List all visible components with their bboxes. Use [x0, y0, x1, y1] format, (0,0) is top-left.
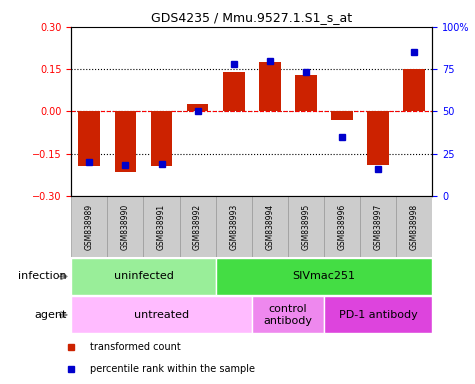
Bar	[252, 196, 288, 257]
Bar	[187, 104, 209, 111]
Bar	[180, 196, 216, 257]
Bar	[324, 196, 360, 257]
Text: uninfected: uninfected	[114, 271, 173, 281]
Text: GSM838997: GSM838997	[374, 204, 382, 250]
Bar	[78, 111, 100, 166]
Title: GDS4235 / Mmu.9527.1.S1_s_at: GDS4235 / Mmu.9527.1.S1_s_at	[151, 11, 352, 24]
Text: GSM838992: GSM838992	[193, 204, 202, 250]
Bar	[324, 296, 432, 333]
Bar	[143, 196, 180, 257]
Text: transformed count: transformed count	[90, 341, 181, 352]
Bar	[360, 196, 396, 257]
Bar	[223, 72, 245, 111]
Text: GSM838994: GSM838994	[266, 204, 274, 250]
Text: infection: infection	[18, 271, 66, 281]
Bar	[71, 196, 107, 257]
Bar	[288, 196, 324, 257]
Text: SIVmac251: SIVmac251	[293, 271, 355, 281]
Text: GSM838989: GSM838989	[85, 204, 94, 250]
Text: GSM838998: GSM838998	[410, 204, 418, 250]
Bar	[151, 111, 172, 166]
Bar	[403, 69, 425, 111]
Text: GSM838996: GSM838996	[338, 204, 346, 250]
Bar	[71, 258, 216, 295]
Bar	[367, 111, 389, 165]
Bar	[216, 196, 252, 257]
Text: untreated: untreated	[134, 310, 189, 320]
Bar	[114, 111, 136, 172]
Bar	[107, 196, 143, 257]
Text: GSM838993: GSM838993	[229, 204, 238, 250]
Text: control
antibody: control antibody	[263, 304, 313, 326]
Bar	[71, 296, 252, 333]
Bar	[331, 111, 353, 120]
Bar	[252, 296, 324, 333]
Text: GSM838991: GSM838991	[157, 204, 166, 250]
Bar	[216, 258, 432, 295]
Text: GSM838995: GSM838995	[302, 204, 310, 250]
Text: GSM838990: GSM838990	[121, 204, 130, 250]
Text: percentile rank within the sample: percentile rank within the sample	[90, 364, 255, 374]
Bar	[295, 75, 317, 111]
Text: PD-1 antibody: PD-1 antibody	[339, 310, 418, 320]
Text: agent: agent	[34, 310, 66, 320]
Bar	[259, 62, 281, 111]
Bar	[396, 196, 432, 257]
